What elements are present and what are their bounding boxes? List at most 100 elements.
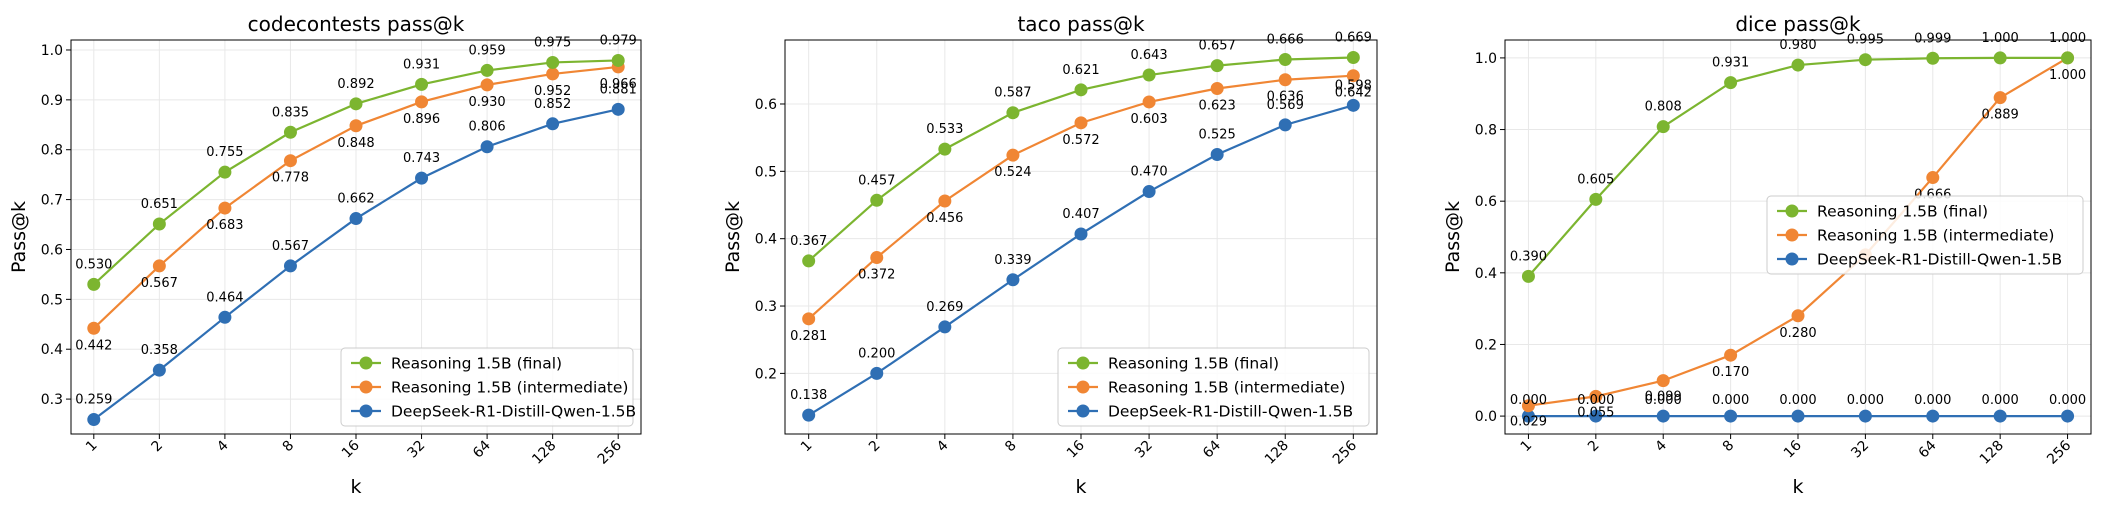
data-label: 0.259 [75, 393, 112, 408]
x-tick-label: 4 [1652, 437, 1670, 455]
data-point [1006, 273, 1020, 287]
data-point [1993, 409, 2007, 423]
y-axis-label: Pass@k [722, 201, 744, 273]
chart-panel-0: 0.3 0.4 0.5 0.6 0.7 0.8 0.9 1.0 1 2 4 8 16 32 64 128 256… [8, 12, 642, 498]
data-point [1926, 51, 1940, 65]
x-tick-label: 2 [866, 438, 884, 456]
data-label: 1.000 [2049, 31, 2086, 46]
data-point [870, 193, 884, 207]
data-point [87, 321, 101, 335]
data-label: 0.470 [1130, 165, 1167, 180]
data-label: 0.567 [141, 276, 178, 291]
data-point [1791, 58, 1805, 72]
data-label: 0.657 [1199, 39, 1236, 54]
y-tick-label: 0.9 [41, 93, 63, 109]
data-labels-2: 0.138 0.200 0.269 0.339 0.407 0.470 0.525 0.569… [790, 78, 1372, 403]
y-tick-label: 0.6 [1475, 194, 1497, 210]
data-label: 0.603 [1130, 112, 1167, 127]
data-point [611, 53, 625, 67]
series-1 [802, 69, 1360, 326]
data-point [2061, 409, 2075, 423]
data-label: 0.269 [926, 300, 963, 315]
x-tick-label: 2 [149, 438, 167, 456]
data-point [480, 140, 494, 154]
data-labels-2: 0.259 0.358 0.464 0.567 0.662 0.743 0.806 0.852… [75, 82, 637, 407]
legend-marker [359, 380, 373, 394]
data-point [1656, 409, 1670, 423]
x-tick-label: 4 [214, 437, 232, 455]
data-point [1278, 73, 1292, 87]
data-label: 0.666 [1267, 33, 1304, 48]
legend-entry: Reasoning 1.5B (final) [1108, 355, 1279, 373]
x-tick-label: 32 [1132, 438, 1156, 462]
data-label: 0.959 [468, 43, 505, 58]
data-point [1589, 389, 1603, 403]
legend-marker [1785, 204, 1799, 218]
data-point [415, 95, 429, 109]
data-point [1006, 148, 1020, 162]
x-tick-label: 128 [1262, 438, 1292, 468]
data-point [1656, 374, 1670, 388]
data-label: 0.643 [1130, 48, 1167, 63]
data-label: 0.367 [790, 234, 827, 249]
data-label: 0.358 [141, 343, 178, 358]
x-axis-label: k [1792, 476, 1803, 498]
data-point [802, 408, 816, 422]
data-label: 0.669 [1335, 31, 1372, 46]
y-tick-label: 0.7 [41, 193, 63, 209]
data-point [1858, 409, 1872, 423]
data-label: 0.952 [534, 84, 571, 99]
data-point [1926, 171, 1940, 185]
data-point [938, 194, 952, 208]
data-point [802, 254, 816, 268]
chart-panel-1: 0.2 0.3 0.4 0.5 0.6 1 2 4 8 16 32 64 128 256 taco pass… [722, 12, 1378, 498]
series-0 [87, 53, 625, 291]
series-2 [87, 102, 625, 427]
data-point [870, 366, 884, 380]
data-point [415, 171, 429, 185]
legend-marker [1785, 228, 1799, 242]
x-tick-label: 128 [529, 438, 559, 468]
x-tick-label: 256 [2044, 437, 2074, 467]
data-point [283, 154, 297, 168]
legend-marker [359, 404, 373, 418]
data-point [1278, 53, 1292, 67]
data-labels-1: 0.442 0.567 0.683 0.778 0.848 0.896 0.930 0.952… [75, 77, 637, 353]
data-point [283, 259, 297, 273]
data-label: 0.524 [994, 165, 1031, 180]
x-tick-label: 16 [1781, 437, 1805, 461]
chart-title: dice pass@k [1735, 12, 1861, 36]
legend-entry: Reasoning 1.5B (intermediate) [1108, 379, 1345, 397]
legend: Reasoning 1.5B (final) Reasoning 1.5B (in… [1057, 347, 1370, 427]
data-point [1142, 68, 1156, 82]
series-0 [1521, 51, 2075, 283]
data-point [218, 310, 232, 324]
x-tick-label: 64 [470, 437, 494, 461]
data-label: 0.979 [600, 33, 637, 48]
data-point [938, 320, 952, 334]
data-label: 0.995 [1847, 33, 1884, 48]
data-point [2061, 51, 2075, 65]
data-label: 0.442 [75, 338, 112, 353]
data-label: 0.138 [790, 388, 827, 403]
data-point [415, 77, 429, 91]
y-tick-label: 0.4 [755, 232, 777, 248]
data-label: 0.755 [206, 145, 243, 160]
data-point [1724, 348, 1738, 362]
x-tick-label: 2 [1585, 438, 1603, 456]
data-label: 0.966 [600, 77, 637, 92]
series-2 [1521, 409, 2075, 423]
data-point [1278, 118, 1292, 132]
data-label: 0.896 [403, 112, 440, 127]
data-label: 0.852 [534, 97, 571, 112]
data-point [480, 78, 494, 92]
x-tick-label: 16 [339, 437, 363, 461]
data-label: 0.621 [1062, 63, 1099, 78]
data-point [611, 102, 625, 116]
data-label: 0.055 [1577, 405, 1614, 420]
legend: Reasoning 1.5B (final) Reasoning 1.5B (in… [1766, 195, 2084, 275]
data-label: 0.778 [272, 171, 309, 186]
data-labels-1: 0.281 0.372 0.456 0.524 0.572 0.603 0.623 0.636… [790, 86, 1372, 344]
data-label: 0.456 [926, 211, 963, 226]
